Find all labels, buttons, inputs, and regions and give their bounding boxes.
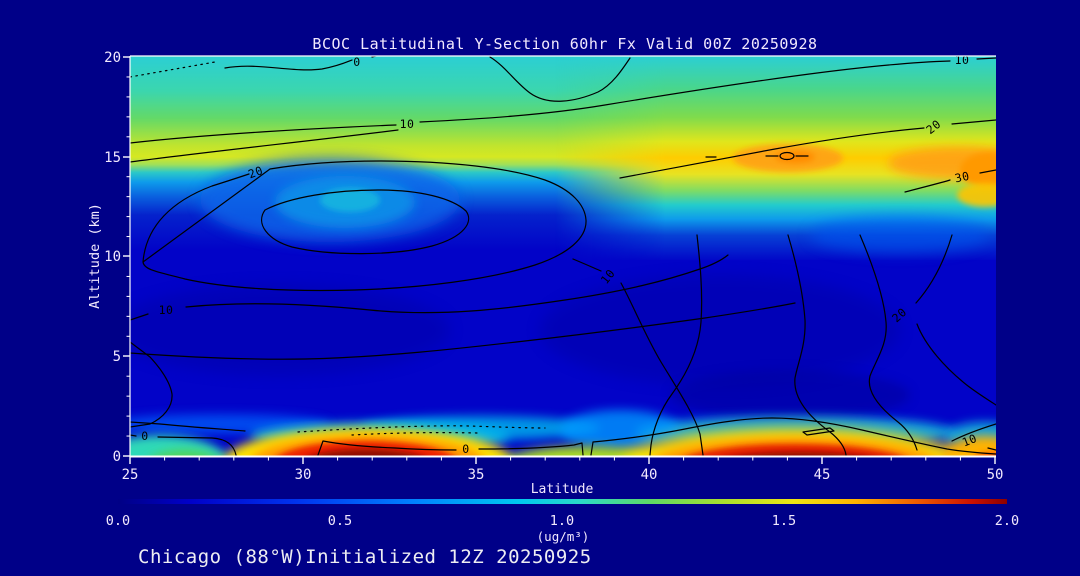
y-tick-label: 15: [104, 150, 121, 166]
y-axis-tick-labels: 20 15 10 5 0: [104, 50, 121, 465]
x-tick-label: 35: [468, 467, 485, 483]
colorbar-tick-label: 1.5: [772, 513, 796, 529]
colorbar-tick-label: 0.0: [106, 513, 130, 529]
contour-label: 10: [400, 117, 415, 131]
filled-contour-field: 0 10 10 20 30 20 10 10 20 10 0 0: [130, 53, 996, 456]
contour-label: 0: [353, 55, 360, 69]
contour-label: 10: [955, 53, 970, 67]
x-tick-label: 30: [295, 467, 312, 483]
x-axis-tick-labels: 25 30 35 40 45 50: [122, 467, 1004, 483]
x-tick-label: 50: [987, 467, 1004, 483]
contour-label: 0: [462, 442, 469, 456]
colorbar-unit-label: (ug/m³): [537, 529, 590, 544]
x-axis-major-ticks: [129, 456, 996, 464]
y-tick-label: 10: [104, 249, 121, 265]
x-tick-label: 45: [814, 467, 831, 483]
y-axis-title: Altitude (km): [87, 203, 103, 309]
contour-label: 20: [246, 163, 265, 181]
colorbar-tick-label: 2.0: [995, 513, 1019, 529]
y-tick-label: 5: [113, 349, 121, 365]
y-tick-label: 0: [113, 449, 121, 465]
contour-label: 10: [159, 303, 174, 317]
colorbar-gradient-strip: [118, 499, 1007, 504]
x-tick-label: 25: [122, 467, 139, 483]
contour-label: 0: [141, 429, 148, 443]
y-axis-major-ticks: [123, 56, 130, 457]
colorbar: 0.0 0.5 1.0 1.5 2.0 (ug/m³): [106, 499, 1019, 544]
contour-lines: [130, 56, 996, 456]
x-tick-label: 40: [641, 467, 658, 483]
colorbar-tick-label: 1.0: [550, 513, 574, 529]
chart-title: BCOC Latitudinal Y-Section 60hr Fx Valid…: [312, 35, 817, 53]
caption: Chicago (88°W)Initialized 12Z 20250925: [138, 546, 592, 568]
contour-labels: 0 10 10 20 30 20 10 10 20 10 0 0: [141, 53, 979, 456]
colorbar-tick-label: 0.5: [328, 513, 352, 529]
contour-label: 30: [953, 169, 970, 186]
y-tick-label: 20: [104, 50, 121, 66]
x-axis-title: Latitude: [531, 482, 594, 497]
contour-label: 10: [960, 431, 979, 450]
minor-ticks: [126, 76, 961, 461]
